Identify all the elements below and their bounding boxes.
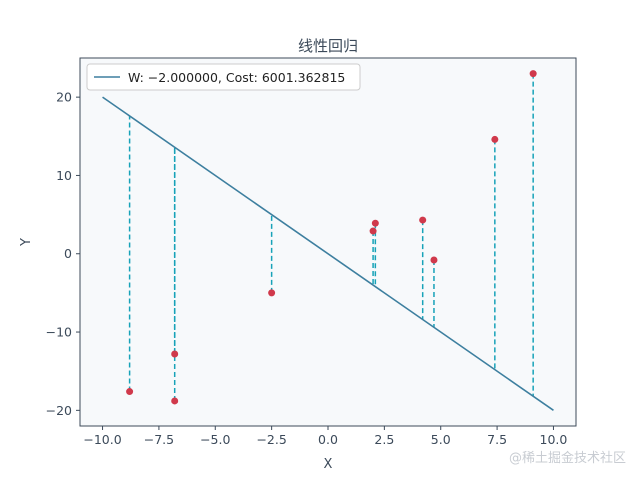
legend-box: [86, 63, 361, 91]
data-point-1: [171, 350, 179, 358]
data-point-8: [491, 135, 499, 143]
data-point-9: [529, 70, 537, 78]
regression-line-group: [102, 96, 554, 411]
y-tick-label: −20: [46, 403, 72, 418]
data-point-7: [430, 256, 438, 264]
y-axis-label: Y: [19, 238, 34, 247]
data-point-3: [268, 289, 276, 297]
x-tick-label: 2.5: [374, 432, 394, 447]
y-tick-label: 10: [56, 168, 72, 183]
data-point-4: [369, 227, 377, 235]
legend-label: W: −2.000000, Cost: 6001.362815: [128, 70, 345, 85]
y-tick-label: 0: [64, 246, 72, 261]
legend: W: −2.000000, Cost: 6001.362815: [86, 63, 361, 91]
data-point-0: [126, 388, 134, 396]
x-tick-label: −7.5: [144, 432, 174, 447]
regression-line: [102, 96, 554, 411]
plot-area: [79, 57, 577, 427]
x-tick-label: 5.0: [431, 432, 451, 447]
x-tick-label: −2.5: [256, 432, 286, 447]
x-tick-label: 0.0: [318, 432, 338, 447]
y-axis-ticks: −20 −10 0 10 20: [46, 90, 80, 418]
data-point-2: [171, 397, 179, 405]
watermark: @稀土掘金技术社区: [508, 451, 626, 466]
residual-lines: [128, 73, 534, 401]
y-tick-label: −10: [46, 325, 72, 340]
x-axis-label: X: [324, 457, 333, 472]
x-axis-ticks: −10.0 −7.5 −5.0 −2.5 0.0 2.5 5.0 7.5 10.0: [83, 426, 567, 447]
x-tick-label: −5.0: [200, 432, 230, 447]
data-point-6: [419, 216, 427, 224]
x-tick-label: 10.0: [540, 432, 568, 447]
x-tick-label: 7.5: [487, 432, 507, 447]
data-points: [126, 70, 537, 405]
y-tick-label: 20: [56, 90, 72, 105]
data-point-5: [371, 219, 379, 227]
x-tick-label: −10.0: [83, 432, 121, 447]
chart-title: 线性回归: [298, 37, 358, 55]
